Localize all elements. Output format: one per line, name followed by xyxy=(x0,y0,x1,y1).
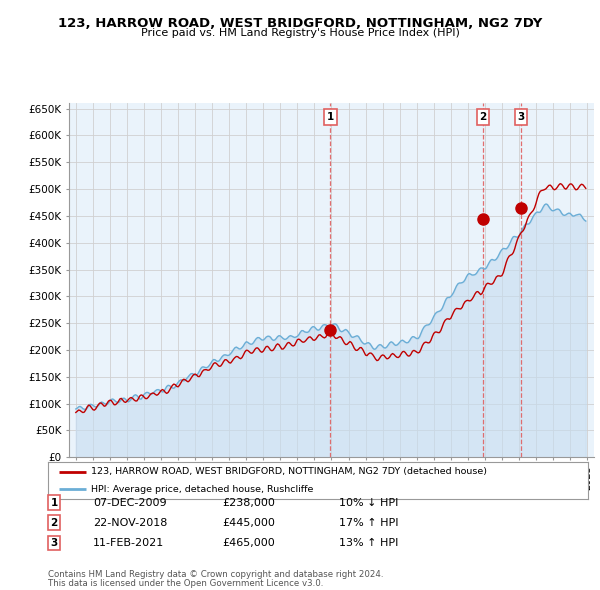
Text: 11-FEB-2021: 11-FEB-2021 xyxy=(93,538,164,548)
Text: 10% ↓ HPI: 10% ↓ HPI xyxy=(339,498,398,507)
Text: 13% ↑ HPI: 13% ↑ HPI xyxy=(339,538,398,548)
Text: 3: 3 xyxy=(517,112,524,122)
Text: 1: 1 xyxy=(50,498,58,507)
Text: 1: 1 xyxy=(326,112,334,122)
Text: 2: 2 xyxy=(479,112,487,122)
Text: £238,000: £238,000 xyxy=(222,498,275,507)
Text: HPI: Average price, detached house, Rushcliffe: HPI: Average price, detached house, Rush… xyxy=(91,485,314,494)
Text: 123, HARROW ROAD, WEST BRIDGFORD, NOTTINGHAM, NG2 7DY (detached house): 123, HARROW ROAD, WEST BRIDGFORD, NOTTIN… xyxy=(91,467,487,476)
Text: £445,000: £445,000 xyxy=(222,518,275,527)
Text: 17% ↑ HPI: 17% ↑ HPI xyxy=(339,518,398,527)
Text: This data is licensed under the Open Government Licence v3.0.: This data is licensed under the Open Gov… xyxy=(48,579,323,588)
Text: £465,000: £465,000 xyxy=(222,538,275,548)
Text: 22-NOV-2018: 22-NOV-2018 xyxy=(93,518,167,527)
Text: Price paid vs. HM Land Registry's House Price Index (HPI): Price paid vs. HM Land Registry's House … xyxy=(140,28,460,38)
Text: 123, HARROW ROAD, WEST BRIDGFORD, NOTTINGHAM, NG2 7DY: 123, HARROW ROAD, WEST BRIDGFORD, NOTTIN… xyxy=(58,17,542,30)
Text: 2: 2 xyxy=(50,518,58,527)
Text: 07-DEC-2009: 07-DEC-2009 xyxy=(93,498,167,507)
Text: 3: 3 xyxy=(50,538,58,548)
Text: Contains HM Land Registry data © Crown copyright and database right 2024.: Contains HM Land Registry data © Crown c… xyxy=(48,571,383,579)
